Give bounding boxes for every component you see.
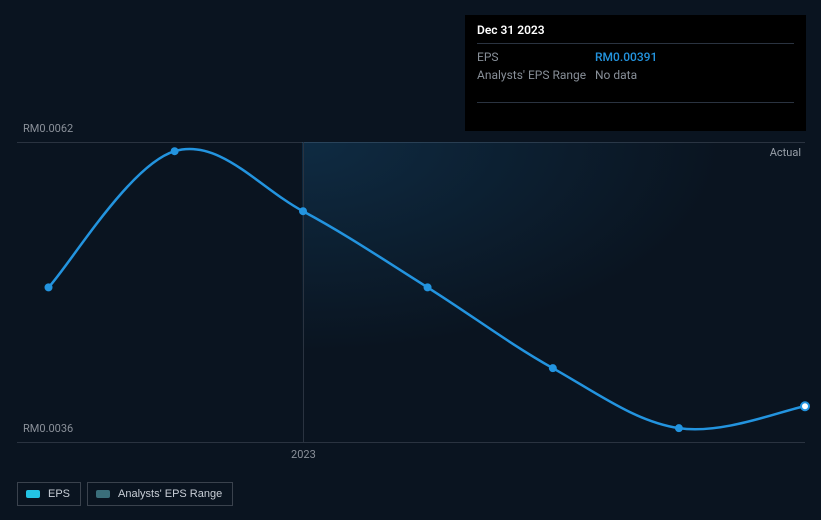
legend-swatch [26,490,40,498]
tooltip-divider [477,102,794,103]
eps-chart[interactable]: RM0.0062 Actual RM0.0036 2023 [17,122,805,452]
legend-item-eps[interactable]: EPS [17,482,81,506]
tooltip-row-value: No data [595,68,637,82]
tooltip-row-label: EPS [477,50,595,64]
grid-line-bottom [17,442,805,443]
chart-legend: EPS Analysts' EPS Range [17,482,233,506]
tooltip-row-label: Analysts' EPS Range [477,68,595,82]
legend-label: Analysts' EPS Range [118,488,222,500]
legend-item-analysts-range[interactable]: Analysts' EPS Range [87,482,233,506]
chart-tooltip: Dec 31 2023 EPS RM0.00391 Analysts' EPS … [465,15,806,131]
line-series [17,142,805,442]
legend-label: EPS [48,488,70,500]
tooltip-row: EPS RM0.00391 [477,48,794,66]
tooltip-date: Dec 31 2023 [477,23,794,44]
y-axis-label-top: RM0.0062 [23,122,73,135]
chart-plot-area[interactable] [17,142,805,442]
y-axis-label-bottom: RM0.0036 [23,422,73,435]
legend-swatch [96,490,110,498]
tooltip-row: Analysts' EPS Range No data [477,66,794,84]
tooltip-row-value: RM0.00391 [595,50,657,64]
x-axis-label: 2023 [291,448,316,461]
chart-container: Dec 31 2023 EPS RM0.00391 Analysts' EPS … [0,0,821,520]
